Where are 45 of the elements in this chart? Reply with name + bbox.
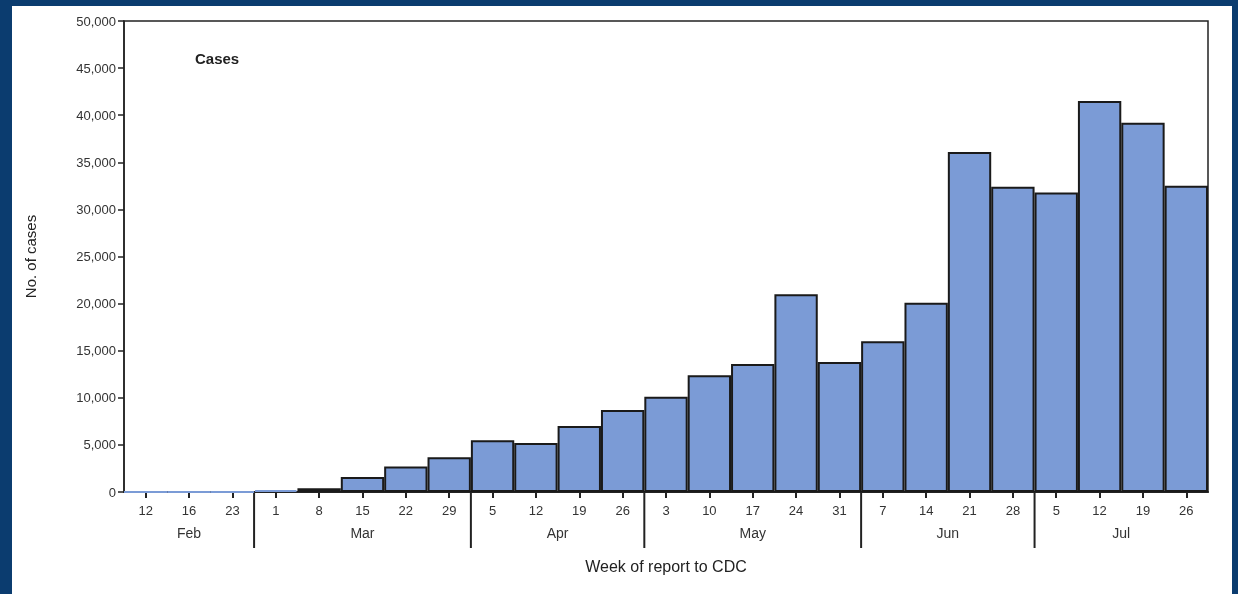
- x-tick-label: 12: [1092, 503, 1107, 518]
- x-tick-label: 17: [745, 503, 760, 518]
- x-tick-label: 3: [662, 503, 670, 518]
- x-tick-label: 5: [1052, 503, 1060, 518]
- text: Mar: [350, 525, 375, 541]
- y-tick-label: 30,000: [76, 201, 116, 217]
- y-tick-label: 5,000: [83, 437, 116, 453]
- text: Jun: [936, 525, 960, 541]
- x-tick-label: 8: [315, 503, 323, 518]
- x-tick-label: 26: [1179, 503, 1194, 518]
- x-tick-label: 23: [225, 503, 240, 518]
- y-axis-title: No. of cases: [22, 214, 39, 299]
- y-tick-label: 10,000: [76, 390, 116, 406]
- x-tick-label: 12: [528, 503, 544, 518]
- x-tick-label: 29: [441, 503, 457, 518]
- x-tick-label: 21: [962, 503, 977, 518]
- text: Jul: [1112, 525, 1131, 541]
- y-tick-label: 45,000: [76, 60, 116, 76]
- y-tick-label: 20,000: [76, 296, 116, 312]
- y-tick-label: 50,000: [76, 13, 116, 29]
- y-tick-label: 25,000: [76, 249, 116, 264]
- x-tick-label: 31: [832, 503, 847, 518]
- x-tick-label: 16: [181, 503, 197, 518]
- x-tick-label: 1: [272, 503, 280, 518]
- y-tick-label: 0: [108, 484, 116, 500]
- x-tick-label: 22: [398, 503, 414, 518]
- x-tick-label: 12: [138, 503, 153, 518]
- y-tick-label: 35,000: [76, 154, 116, 170]
- text: Feb: [176, 525, 202, 541]
- x-tick-label: 10: [702, 503, 717, 518]
- x-tick-label: 15: [355, 503, 370, 518]
- x-tick-label: 5: [488, 503, 497, 518]
- text: May: [739, 525, 766, 541]
- x-tick-label: 19: [572, 503, 587, 518]
- x-tick-label: 24: [788, 503, 804, 518]
- x-tick-label: 19: [1135, 503, 1151, 518]
- y-tick-label: 15,000: [76, 343, 116, 359]
- x-tick-label: 28: [1005, 503, 1021, 518]
- text: Apr: [546, 525, 569, 541]
- x-tick-label: 7: [879, 503, 887, 518]
- x-axis-title: Week of report to CDC: [585, 557, 747, 575]
- x-tick-label: 26: [615, 503, 630, 518]
- text: Cases: [195, 50, 240, 67]
- x-tick-label: 14: [918, 503, 934, 518]
- y-tick-label: 40,000: [76, 107, 116, 123]
